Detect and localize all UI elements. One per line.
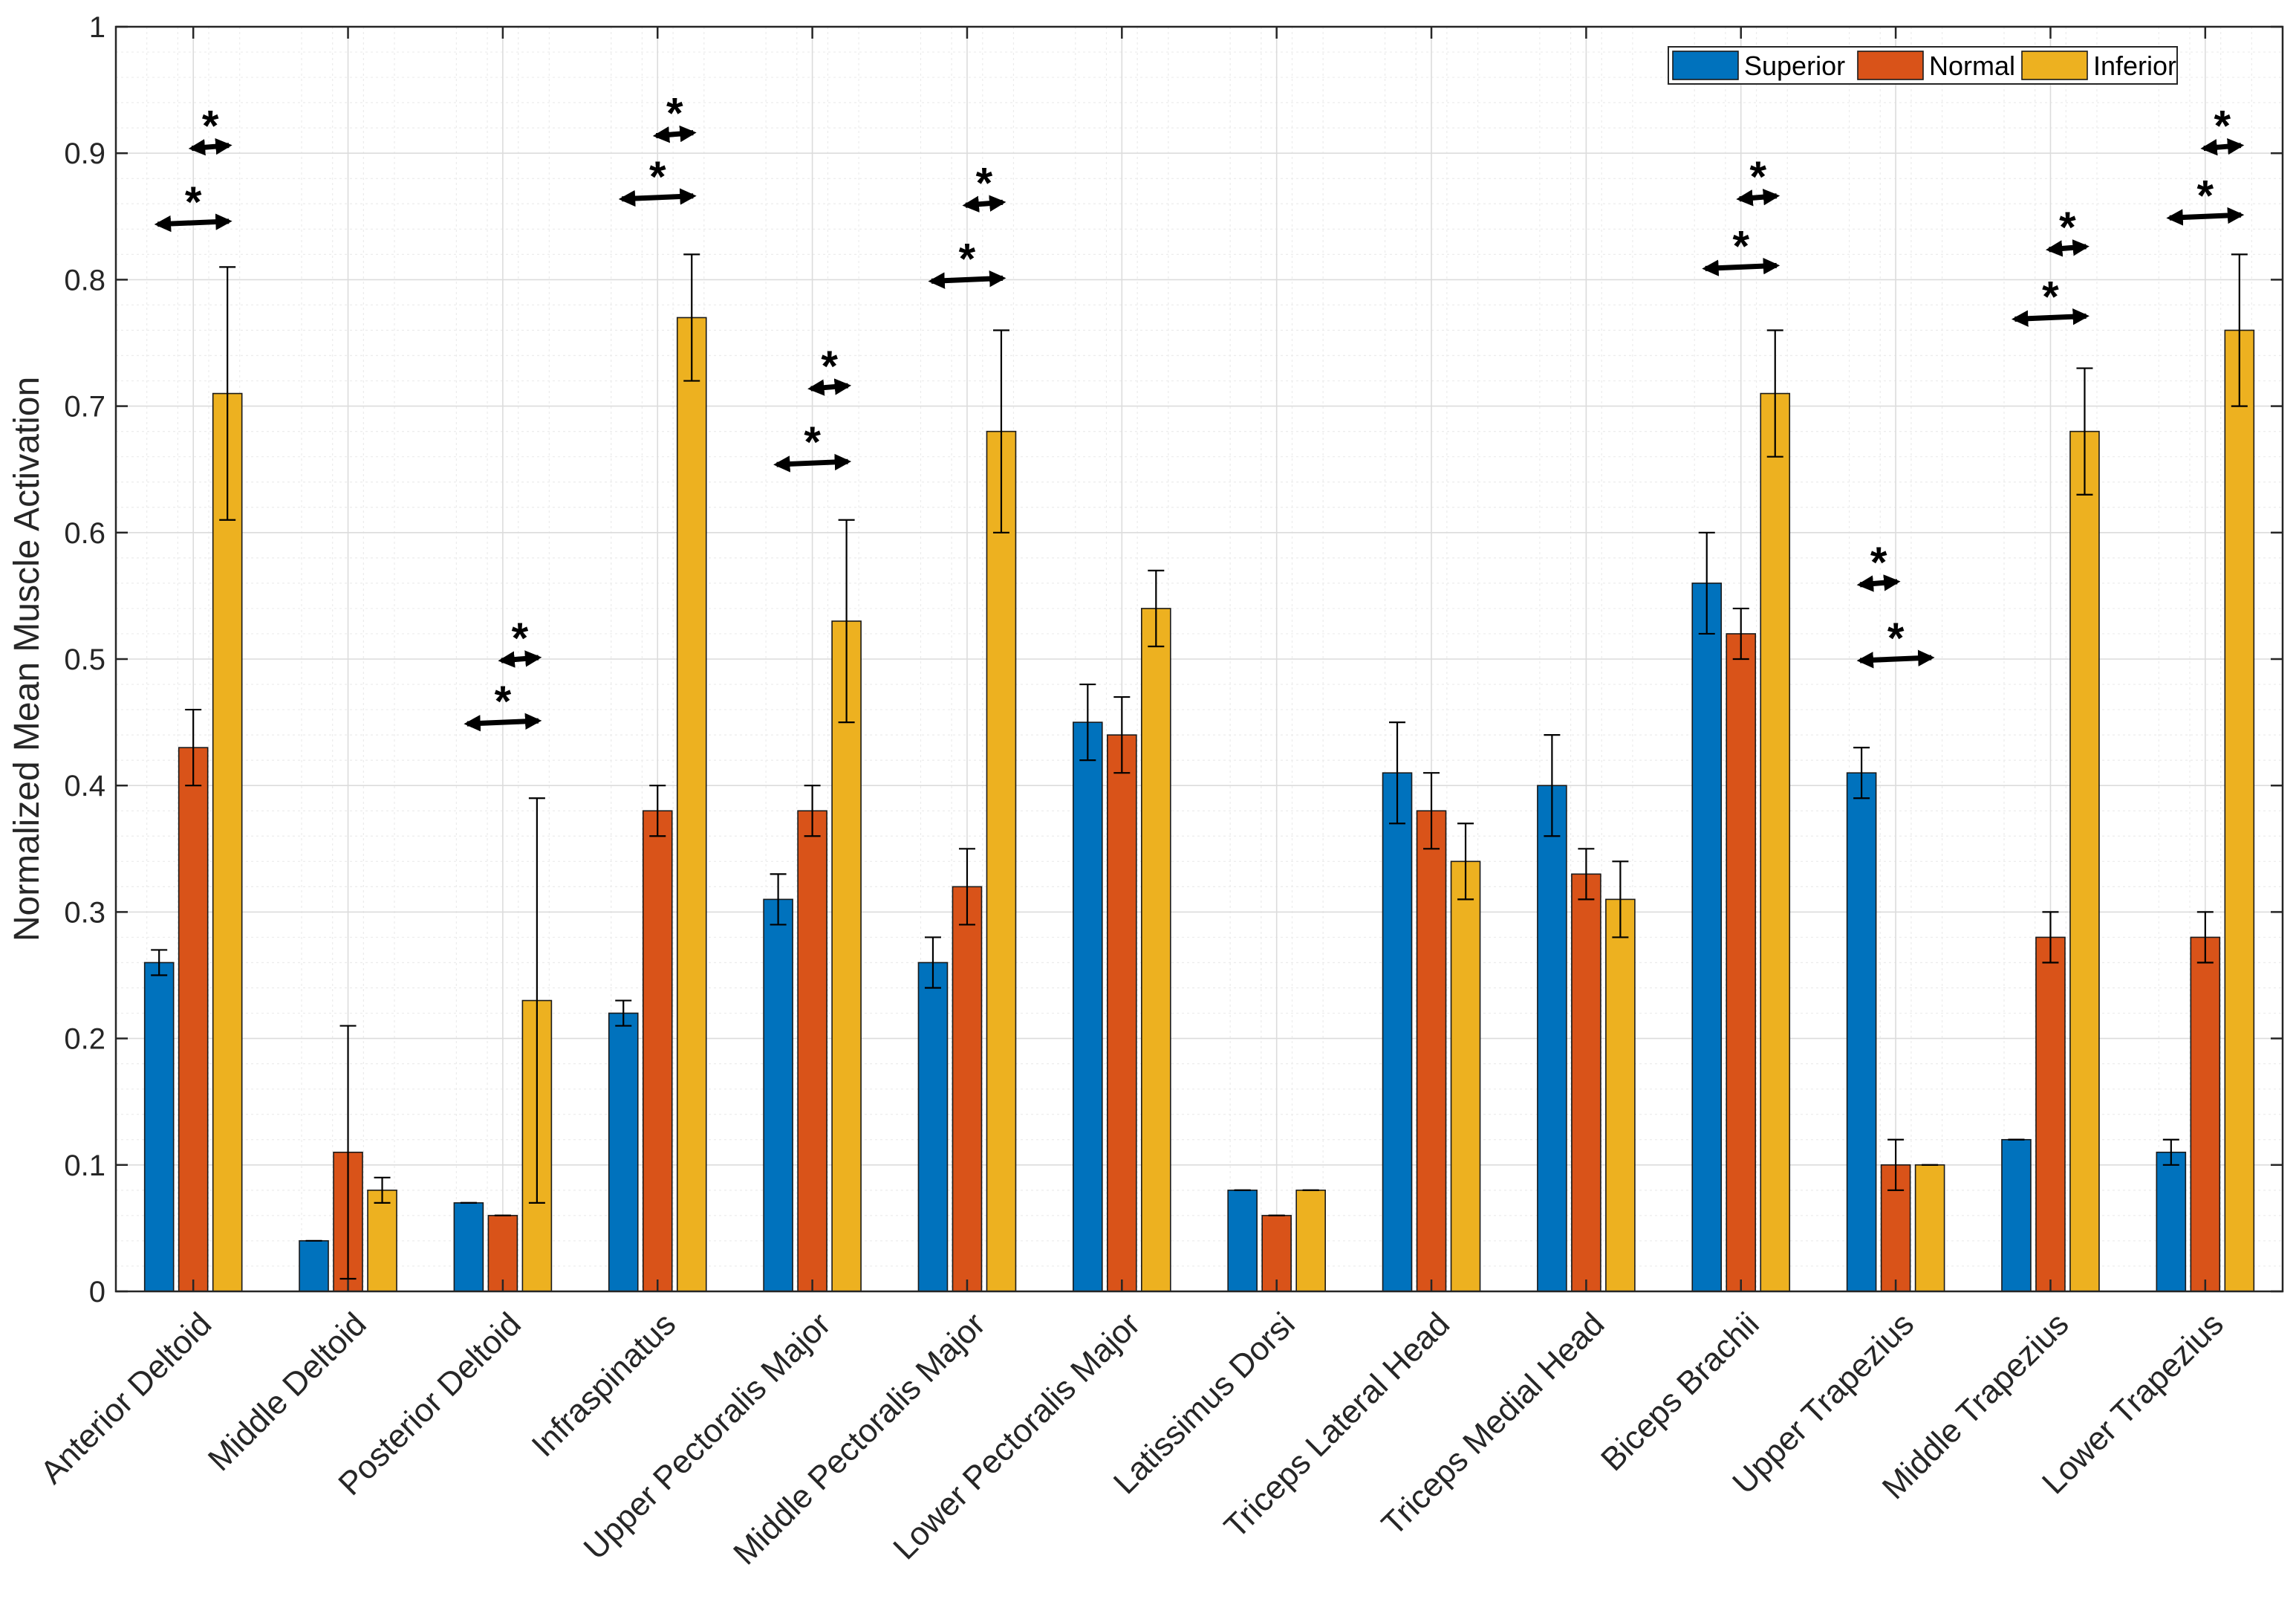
- significance-arrow: [1736, 189, 1780, 207]
- y-tick-label: 0.3: [64, 896, 105, 929]
- bar-superior: [1227, 1190, 1258, 1292]
- significance-arrow: [498, 650, 542, 668]
- y-tick-label: 1: [89, 11, 105, 44]
- bar-normal: [1416, 810, 1447, 1292]
- significance-arrow: [2045, 239, 2090, 257]
- bar-inferior: [367, 1190, 397, 1292]
- significance-arrow: [1702, 257, 1780, 276]
- bar-normal: [1726, 633, 1757, 1292]
- legend-swatch-inferior[interactable]: [2021, 51, 2088, 80]
- bar-normal: [2190, 936, 2221, 1292]
- significance-star: *: [649, 153, 666, 201]
- bar-superior: [453, 1202, 484, 1292]
- bar-normal: [487, 1215, 518, 1292]
- significance-arrow: [928, 270, 1006, 289]
- significance-arrow: [2200, 137, 2245, 156]
- bar-normal: [797, 810, 827, 1292]
- bar-superior: [1537, 785, 1567, 1292]
- significance-arrow: [188, 137, 232, 156]
- significance-star: *: [185, 178, 202, 227]
- bar-normal: [2035, 936, 2066, 1292]
- bar-inferior: [1141, 608, 1171, 1292]
- significance-star: *: [2042, 273, 2059, 321]
- bar-superior: [1382, 772, 1413, 1292]
- bar-inferior: [676, 317, 707, 1292]
- y-tick-label: 0.1: [64, 1149, 105, 1182]
- bar-inferior: [986, 430, 1017, 1292]
- bar-superior: [917, 961, 949, 1292]
- bar-normal: [1571, 873, 1601, 1292]
- bar-normal: [178, 747, 209, 1292]
- y-tick-label: 0.4: [64, 770, 105, 802]
- legend-label-normal[interactable]: Normal: [1929, 51, 2015, 81]
- bar-superior: [299, 1240, 329, 1292]
- bar-normal: [952, 886, 983, 1292]
- significance-star: *: [2214, 103, 2231, 151]
- significance-arrow: [807, 378, 852, 396]
- significance-arrow: [1856, 649, 1935, 669]
- bar-inferior: [1605, 898, 1636, 1292]
- bar-inferior: [1295, 1190, 1326, 1292]
- bars: [143, 317, 2255, 1292]
- significance-arrow: [2011, 308, 2090, 327]
- legend-swatch-normal[interactable]: [1857, 51, 1924, 80]
- significance-star: *: [495, 678, 512, 726]
- legend-swatch-superior[interactable]: [1672, 51, 1739, 80]
- significance-star: *: [202, 103, 219, 151]
- bar-superior: [1691, 583, 1723, 1292]
- bar-superior: [763, 898, 793, 1292]
- significance-star: *: [512, 614, 529, 663]
- significance-arrow: [652, 125, 697, 143]
- grid: [116, 26, 2283, 1292]
- significance-arrow: [1856, 574, 1901, 592]
- significance-star: *: [804, 418, 821, 467]
- significance-star: *: [821, 343, 838, 391]
- significance-arrow: [618, 188, 697, 207]
- axis-ticks: [116, 25, 2283, 1293]
- bar-inferior: [1914, 1164, 1945, 1292]
- legend-label-superior[interactable]: Superior: [1744, 51, 1845, 81]
- significance-arrow: [464, 713, 542, 732]
- significance-markers: ******************: [154, 90, 2245, 732]
- y-tick-label: 0.5: [64, 643, 105, 676]
- legend-label-inferior[interactable]: Inferior: [2093, 51, 2176, 81]
- bar-superior: [2156, 1151, 2187, 1292]
- bar-superior: [1073, 721, 1103, 1292]
- y-tick-label: 0.2: [64, 1023, 105, 1056]
- y-tick-label: 0.7: [64, 391, 105, 424]
- y-tick-label: 0.9: [64, 137, 105, 170]
- y-tick-label: 0.8: [64, 264, 105, 296]
- significance-star: *: [1749, 153, 1766, 201]
- y-tick-label: 0.6: [64, 517, 105, 550]
- legend[interactable]: Superior Normal Inferior: [1668, 46, 2178, 85]
- y-axis-label: Normalized Mean Muscle Activation: [7, 377, 47, 941]
- bar-inferior: [2069, 430, 2100, 1292]
- error-bars: [151, 253, 2248, 1280]
- significance-arrow: [962, 195, 1006, 213]
- significance-arrow: [2166, 207, 2245, 226]
- bar-superior: [143, 961, 175, 1292]
- significance-arrow: [154, 213, 232, 233]
- significance-arrow: [773, 453, 852, 473]
- significance-star: *: [1732, 222, 1749, 270]
- y-tick-label: 0: [89, 1276, 105, 1308]
- significance-star: *: [666, 90, 683, 138]
- significance-star: *: [976, 159, 993, 207]
- bar-inferior: [212, 392, 243, 1292]
- bar-inferior: [1450, 860, 1481, 1292]
- bar-superior: [2001, 1138, 2032, 1292]
- significance-star: *: [2197, 172, 2214, 220]
- bar-superior: [608, 1012, 639, 1292]
- bar-normal: [642, 810, 673, 1292]
- significance-star: *: [1870, 539, 1887, 587]
- significance-star: *: [2059, 204, 2076, 252]
- bar-normal: [1107, 734, 1137, 1292]
- bar-inferior: [1760, 392, 1791, 1292]
- bar-superior: [1846, 772, 1877, 1292]
- y-tick-labels: 0 0.1 0.2 0.3 0.4 0.5 0.6 0.7 0.8 0.9 1: [64, 11, 105, 1308]
- significance-star: *: [1887, 614, 1905, 663]
- bar-inferior: [2224, 329, 2255, 1292]
- significance-star: *: [959, 235, 976, 283]
